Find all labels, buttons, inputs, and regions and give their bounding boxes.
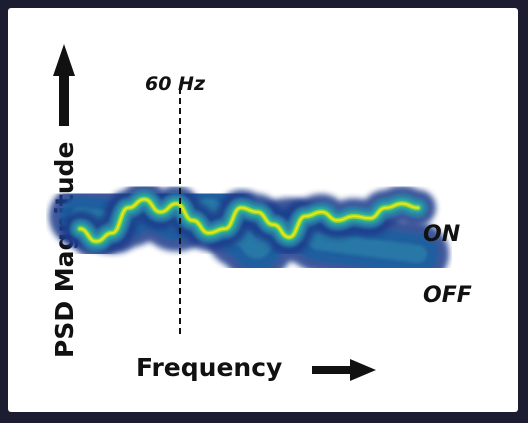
y-axis-label: PSD Magnitude	[50, 142, 79, 358]
vline-label: 60 Hz	[145, 73, 206, 95]
on-label: ON	[423, 222, 460, 247]
y-axis-arrow	[53, 44, 75, 126]
off-label: OFF	[423, 283, 472, 308]
figure-frame: PSD Magnitude Frequency 60 Hz ON OFF	[8, 8, 518, 412]
x-axis-arrow	[312, 359, 376, 381]
density-bands	[49, 176, 449, 285]
psd-chart: PSD Magnitude Frequency 60 Hz ON OFF	[49, 44, 472, 382]
x-axis-label: Frequency	[136, 353, 282, 382]
series-off-peak	[79, 198, 419, 243]
